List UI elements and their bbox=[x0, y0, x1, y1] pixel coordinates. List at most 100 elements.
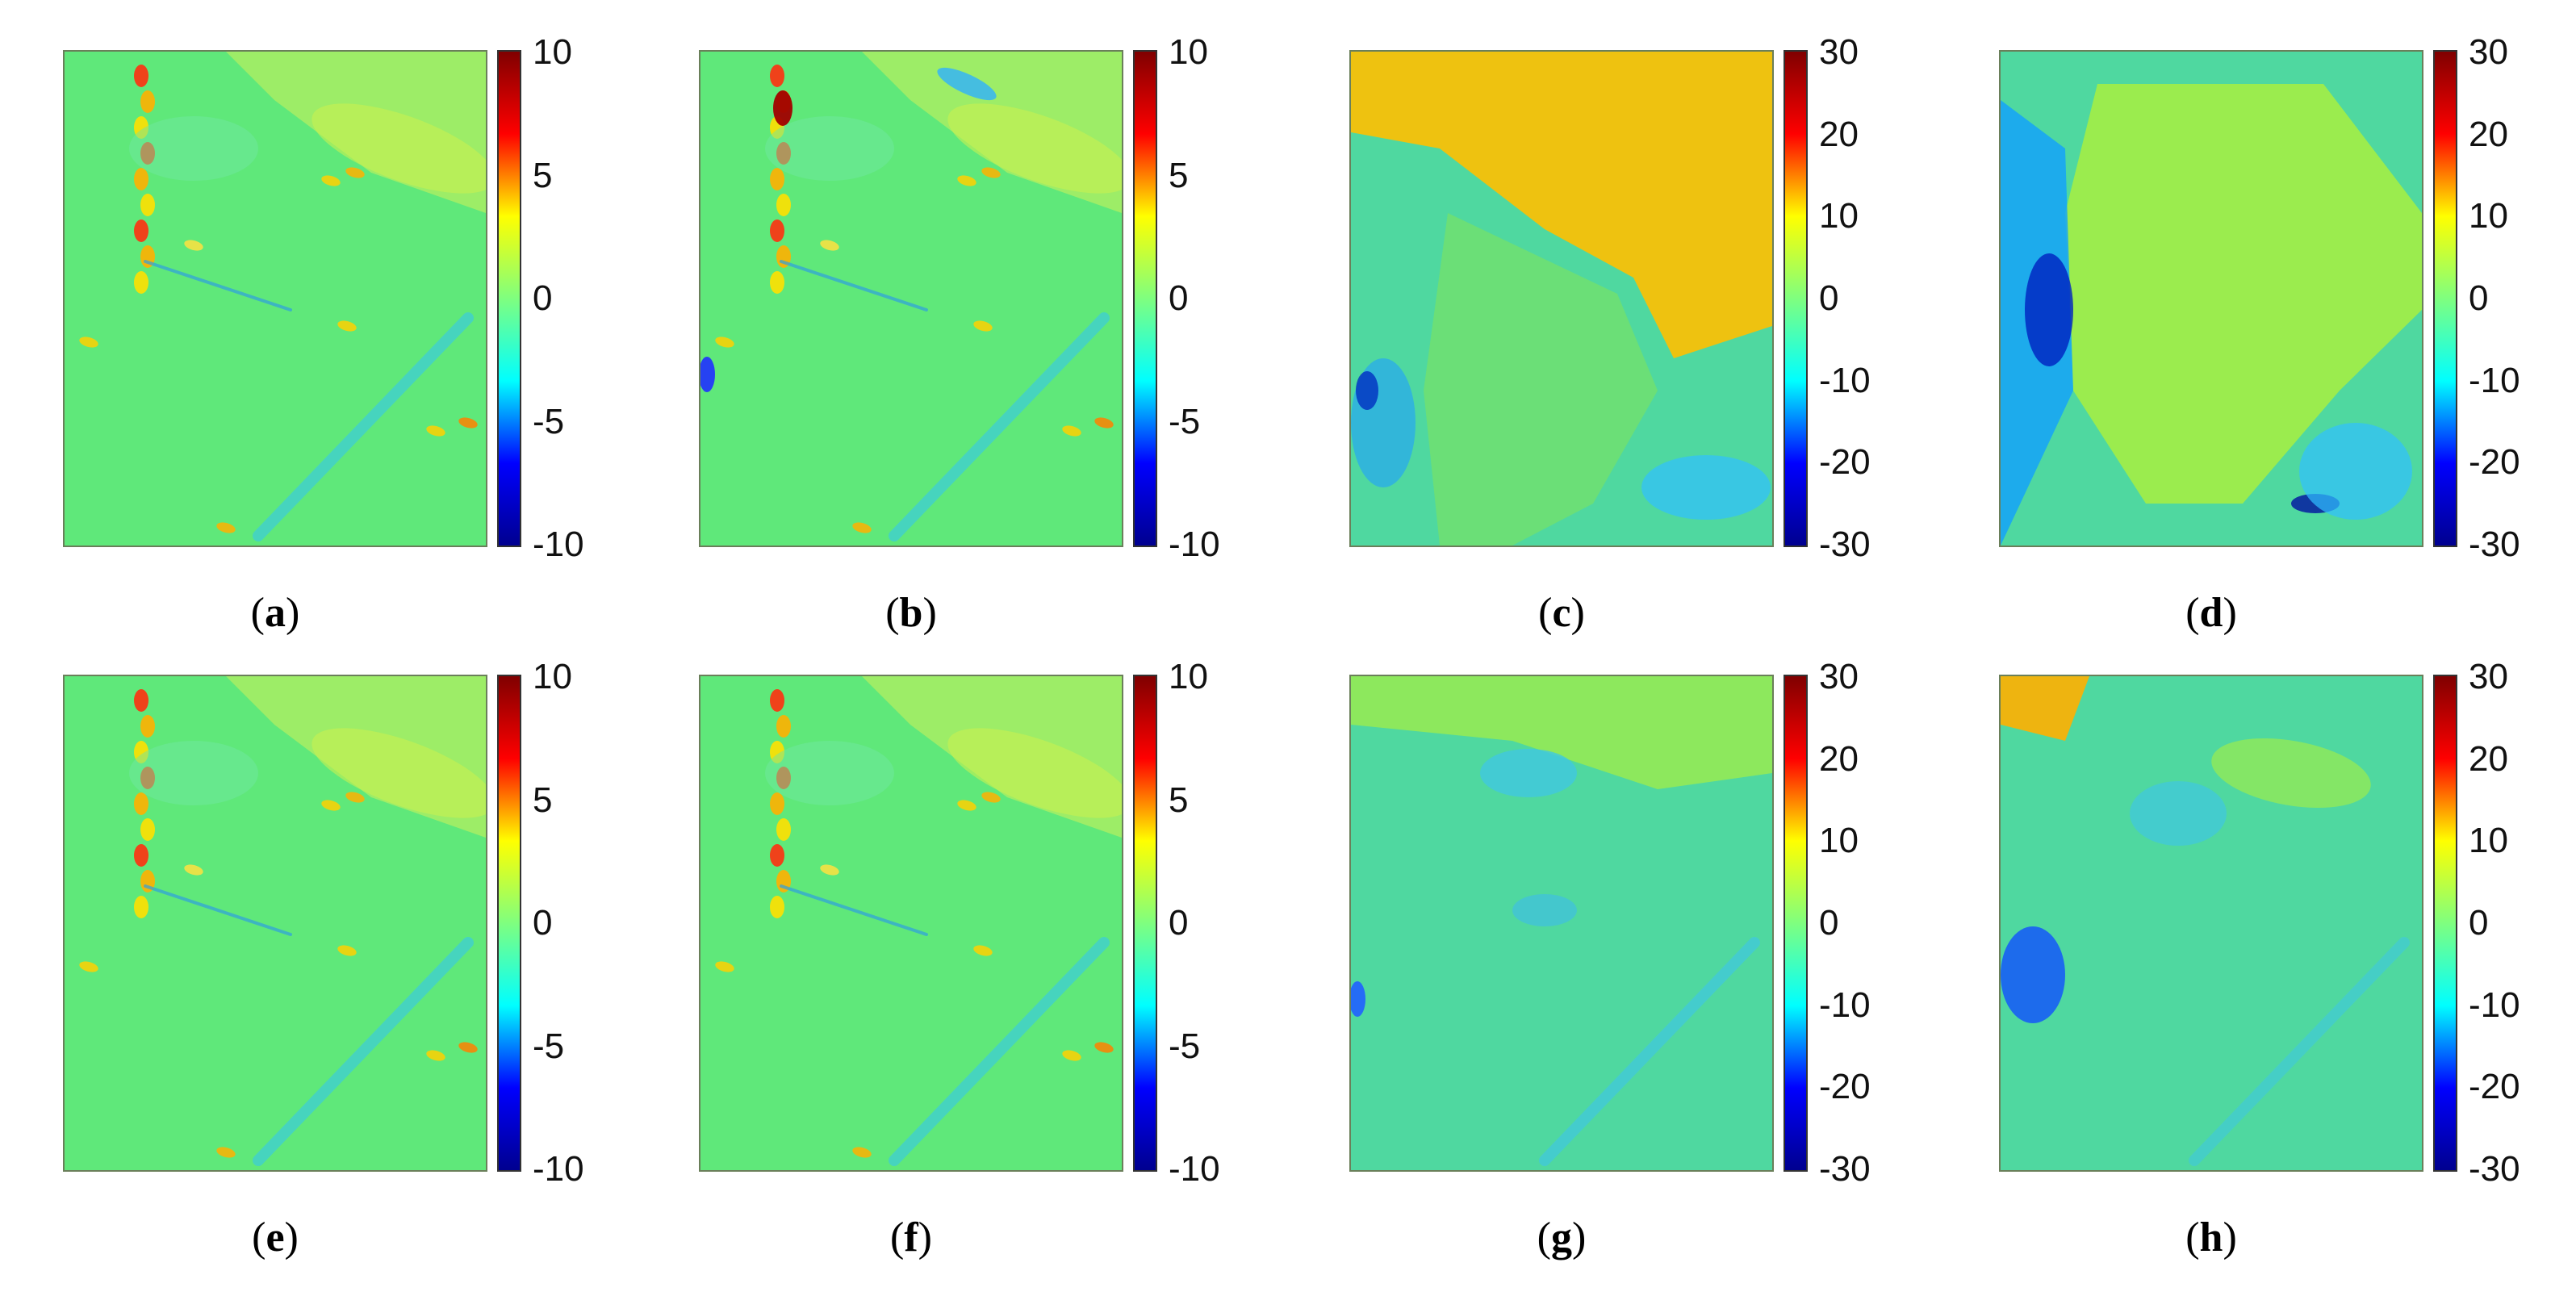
map-feature bbox=[770, 896, 784, 918]
heatmap-panel-g: 30 20 10 0 -10 -20 -30 (g) bbox=[1349, 657, 1979, 1296]
heatmap-image bbox=[63, 675, 487, 1172]
colorbar-tick-label: -10 bbox=[2469, 360, 2520, 400]
map-feature bbox=[134, 896, 148, 918]
map-feature bbox=[426, 1050, 445, 1061]
map-feature bbox=[79, 961, 98, 972]
map-feature bbox=[2025, 253, 2073, 366]
panel-caption: (e) bbox=[252, 1214, 299, 1260]
colorbar-tick-label: 20 bbox=[2469, 114, 2508, 154]
colorbar-tick-label: 30 bbox=[2469, 32, 2508, 72]
map-feature bbox=[321, 175, 341, 186]
panel-letter: g bbox=[1551, 1214, 1572, 1260]
colorbar bbox=[497, 675, 521, 1172]
map-feature bbox=[780, 884, 928, 936]
map-feature bbox=[770, 689, 784, 712]
map-feature bbox=[773, 90, 792, 126]
heatmap-panel-h: 30 20 10 0 -10 -20 -30 (h) bbox=[1999, 657, 2576, 1296]
map-feature bbox=[770, 65, 784, 87]
map-feature bbox=[770, 844, 784, 867]
map-feature bbox=[1351, 52, 1772, 358]
map-feature bbox=[134, 844, 148, 867]
colorbar-tick-label: 0 bbox=[1169, 903, 1189, 943]
panel-caption: (h) bbox=[2185, 1214, 2237, 1260]
colorbar-tick-label: 0 bbox=[1819, 278, 1839, 318]
map-feature bbox=[947, 103, 1122, 194]
panel-caption: (g) bbox=[1537, 1214, 1587, 1260]
map-feature bbox=[770, 792, 784, 815]
colorbar-tick-label: 0 bbox=[2469, 903, 2489, 943]
map-feature bbox=[1480, 749, 1577, 797]
heatmap-panel-f: 10 5 0 -5 -10 (f) bbox=[699, 657, 1328, 1296]
map-feature bbox=[140, 194, 155, 216]
colorbar-tick-label: 10 bbox=[1169, 657, 1208, 696]
map-feature bbox=[458, 1042, 478, 1053]
map-feature bbox=[345, 792, 365, 803]
heatmap-panel-d: 30 20 10 0 -10 -20 -30 (d) bbox=[1999, 32, 2576, 671]
colorbar-tick-label: 0 bbox=[1819, 903, 1839, 943]
map-feature bbox=[129, 116, 258, 181]
colorbar-tick-label: 0 bbox=[533, 278, 553, 318]
colorbar-tick-label: -10 bbox=[1819, 985, 1871, 1025]
colorbar bbox=[1133, 675, 1157, 1172]
colorbar-tick-label: -10 bbox=[533, 525, 584, 564]
map-feature bbox=[253, 937, 474, 1166]
heatmap-image bbox=[63, 50, 487, 547]
map-feature bbox=[2001, 926, 2065, 1023]
map-feature bbox=[1512, 894, 1577, 926]
map-feature bbox=[312, 728, 486, 818]
map-feature bbox=[770, 219, 784, 242]
map-feature bbox=[780, 260, 928, 311]
map-feature bbox=[1351, 676, 1772, 789]
map-feature bbox=[776, 194, 791, 216]
colorbar-tick-label: 20 bbox=[1819, 738, 1859, 779]
colorbar-tick-label: 30 bbox=[2469, 657, 2508, 696]
colorbar-tick-label: 0 bbox=[2469, 278, 2489, 318]
map-feature bbox=[889, 937, 1110, 1166]
panel-caption: (c) bbox=[1538, 590, 1585, 636]
panel-letter: f bbox=[904, 1214, 918, 1260]
map-feature bbox=[2065, 84, 2422, 504]
map-feature bbox=[973, 945, 993, 956]
colorbar-tick-label: -20 bbox=[2469, 1067, 2520, 1107]
heatmap-panel-c: 30 20 10 0 -10 -20 -30 (c) bbox=[1349, 32, 1979, 671]
map-feature bbox=[700, 357, 715, 392]
heatmap-image bbox=[699, 675, 1123, 1172]
colorbar-tick-label: -10 bbox=[1819, 360, 1871, 400]
map-feature bbox=[852, 522, 872, 533]
map-feature bbox=[973, 320, 993, 332]
colorbar-tick-label: -30 bbox=[2469, 1149, 2520, 1189]
map-feature bbox=[937, 67, 997, 101]
map-feature bbox=[2189, 937, 2410, 1166]
colorbar-tick-label: -20 bbox=[1819, 442, 1871, 483]
map-feature bbox=[253, 312, 474, 541]
panel-caption: (f) bbox=[890, 1214, 932, 1260]
colorbar-tick-label: -20 bbox=[1819, 1067, 1871, 1107]
map-feature bbox=[1094, 417, 1114, 429]
map-feature bbox=[765, 116, 894, 181]
panel-letter: d bbox=[2199, 590, 2223, 636]
map-feature bbox=[2211, 738, 2371, 809]
map-feature bbox=[216, 1147, 236, 1158]
map-feature bbox=[337, 945, 357, 956]
colorbar-tick-label: 5 bbox=[1169, 780, 1189, 820]
colorbar-tick-label: 10 bbox=[1819, 821, 1859, 861]
map-feature bbox=[144, 260, 292, 311]
map-feature bbox=[1356, 371, 1378, 410]
colorbar-tick-label: 10 bbox=[2469, 821, 2508, 861]
colorbar-tick-label: 20 bbox=[1819, 114, 1859, 154]
map-feature bbox=[426, 425, 445, 437]
colorbar-tick-label: -5 bbox=[1169, 1026, 1201, 1066]
colorbar-tick-label: -5 bbox=[1169, 401, 1201, 441]
map-feature bbox=[776, 715, 791, 738]
map-feature bbox=[140, 818, 155, 841]
heatmap-panel-e: 10 5 0 -5 -10 (e) bbox=[63, 657, 692, 1296]
map-feature bbox=[1641, 455, 1771, 520]
colorbar-tick-label: 20 bbox=[2469, 738, 2508, 779]
colorbar-tick-label: -30 bbox=[2469, 525, 2520, 564]
map-feature bbox=[820, 240, 839, 251]
map-feature bbox=[1424, 213, 1658, 546]
panel-letter: a bbox=[265, 590, 286, 636]
map-feature bbox=[852, 1147, 872, 1158]
colorbar-tick-label: 5 bbox=[1169, 155, 1189, 195]
map-feature bbox=[134, 168, 148, 190]
